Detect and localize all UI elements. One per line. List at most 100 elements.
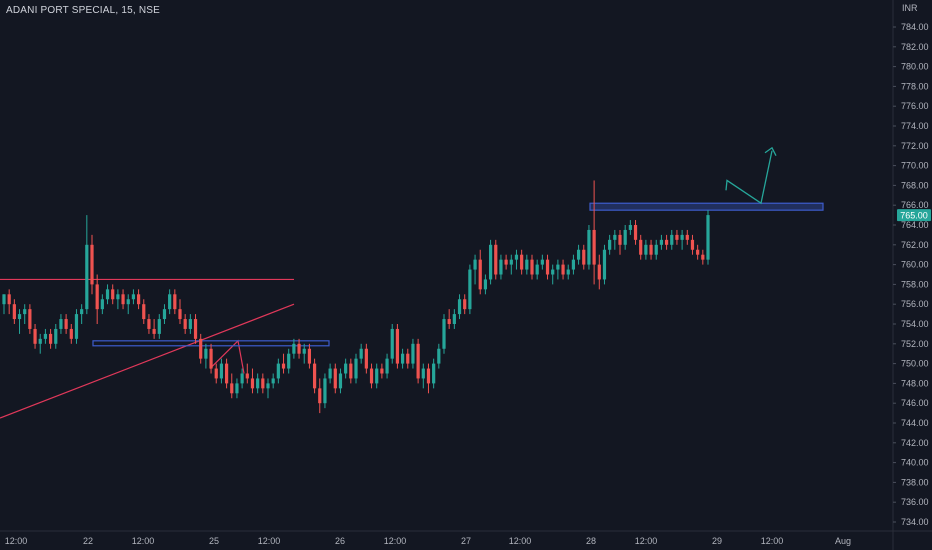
y-tick-label: 734.00 — [901, 517, 929, 527]
candle-body — [193, 319, 198, 339]
candle-body — [545, 259, 550, 275]
candle-body — [411, 343, 415, 364]
candle-body — [452, 314, 456, 324]
candle-body — [266, 383, 270, 389]
candle-body — [261, 378, 265, 389]
y-tick-label: 768.00 — [901, 180, 929, 190]
candle-body — [483, 279, 488, 290]
y-tick-label: 782.00 — [901, 42, 929, 52]
y-tick-label: 762.00 — [901, 240, 929, 250]
y-tick-label: 754.00 — [901, 319, 929, 329]
candle-body — [416, 343, 420, 379]
y-tick-label: 778.00 — [901, 81, 929, 91]
x-tick-label: 27 — [461, 536, 471, 546]
candle-body — [38, 338, 42, 344]
candle-body — [354, 358, 358, 379]
x-tick-label: 29 — [712, 536, 722, 546]
candle-body — [105, 289, 110, 300]
x-tick-label: 25 — [209, 536, 219, 546]
candle-body — [344, 363, 348, 374]
candle-body — [576, 249, 581, 260]
candle-body — [442, 319, 446, 349]
candle-body — [380, 368, 384, 374]
candle-body — [468, 269, 472, 310]
candle-body — [64, 319, 68, 329]
candle-body — [297, 343, 301, 354]
candle-body — [281, 363, 286, 369]
candle-body — [168, 294, 172, 310]
candle-body — [364, 348, 368, 369]
candle-body — [530, 259, 534, 275]
candle-body — [587, 229, 591, 265]
y-tick-label: 776.00 — [901, 101, 929, 111]
candle-body — [74, 314, 79, 339]
candle-body — [447, 319, 451, 324]
x-tick-label: 12:00 — [258, 536, 281, 546]
candle-body — [432, 363, 436, 384]
y-tick-label: 780.00 — [901, 62, 929, 72]
candle-body — [224, 363, 229, 384]
x-tick-label: 22 — [83, 536, 93, 546]
y-tick-label: 766.00 — [901, 200, 929, 210]
candle-body — [664, 239, 669, 245]
candle-body — [571, 259, 576, 270]
candle-body — [307, 348, 312, 364]
y-tick-label: 770.00 — [901, 161, 929, 171]
candle-body — [520, 254, 524, 270]
y-tick-label: 740.00 — [901, 458, 929, 468]
resistance-zone-2 — [589, 202, 824, 211]
candle-body — [183, 319, 187, 329]
y-tick-label: 750.00 — [901, 359, 929, 369]
candle-body — [188, 319, 192, 329]
candle-body — [556, 264, 560, 270]
candle-body — [473, 259, 477, 270]
candle-body — [690, 239, 695, 250]
candle-body — [561, 264, 565, 275]
candle-body — [256, 378, 260, 389]
candle-body — [675, 234, 679, 240]
candle-body — [639, 239, 643, 255]
last-price-label: 765.00 — [900, 211, 928, 221]
candle-body — [390, 328, 394, 359]
candle-body — [240, 373, 244, 384]
candle-body — [670, 234, 674, 245]
candle-body — [204, 348, 208, 359]
y-tick-label: 756.00 — [901, 299, 929, 309]
candle-body — [23, 309, 27, 315]
candle-body — [17, 314, 22, 320]
candle-body — [426, 368, 431, 384]
candle-body — [463, 299, 467, 310]
candle-body — [33, 328, 37, 344]
candle-body — [147, 319, 151, 329]
candle-body — [292, 343, 296, 354]
candle-body — [349, 363, 353, 379]
x-tick-label: 12:00 — [5, 536, 28, 546]
candle-body — [494, 244, 498, 275]
candle-body — [400, 353, 405, 364]
candle-body — [214, 368, 218, 379]
y-tick-label: 774.00 — [901, 121, 929, 131]
candle-body — [80, 309, 84, 315]
candle-body — [457, 299, 462, 315]
candle-body — [287, 353, 291, 369]
candle-body — [90, 244, 94, 285]
candle-body — [2, 294, 6, 305]
candle-body — [597, 264, 601, 280]
candle-body — [199, 338, 203, 359]
x-tick-label: 26 — [335, 536, 345, 546]
candle-body — [504, 259, 508, 265]
candle-body — [209, 348, 213, 369]
candle-body — [406, 353, 410, 364]
candle-body — [116, 294, 120, 300]
y-tick-label: 752.00 — [901, 339, 929, 349]
y-tick-label: 784.00 — [901, 22, 929, 32]
x-tick-label: Aug — [835, 536, 851, 546]
candle-body — [613, 234, 617, 240]
candle-body — [618, 234, 622, 245]
candle-body — [488, 244, 493, 280]
arrow-head — [764, 146, 777, 156]
candle-body — [551, 269, 555, 275]
candle-body — [696, 249, 700, 255]
